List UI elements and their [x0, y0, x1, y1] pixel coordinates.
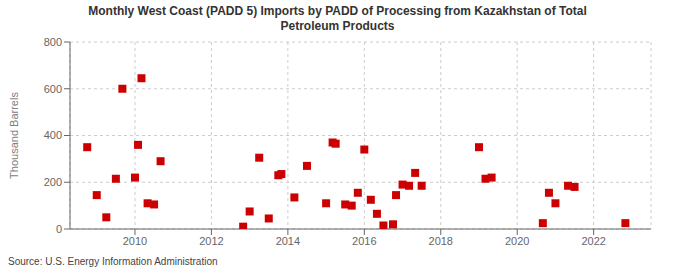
svg-text:2018: 2018 [429, 235, 453, 247]
html-text:Monthly West Coast (PADD 5) Im: Monthly West Coast (PADD 5) Imports by P… [88, 4, 587, 33]
svg-text:2020: 2020 [505, 235, 529, 247]
svg-text:400: 400 [44, 129, 62, 141]
html-text:Source: U.S. Energy Informatio: Source: U.S. Energy Information Administ… [8, 256, 218, 267]
svg-text:2016: 2016 [352, 235, 376, 247]
svg-text:800: 800 [44, 36, 62, 48]
svg-text:200: 200 [44, 176, 62, 188]
svg-text:2012: 2012 [199, 235, 223, 247]
svg-text:2022: 2022 [581, 235, 605, 247]
svg-text:2010: 2010 [123, 235, 147, 247]
svg-text:Thousand Barrels: Thousand Barrels [8, 92, 20, 179]
svg-text:0: 0 [56, 223, 62, 235]
svg-text:2014: 2014 [276, 235, 300, 247]
svg-text:600: 600 [44, 83, 62, 95]
